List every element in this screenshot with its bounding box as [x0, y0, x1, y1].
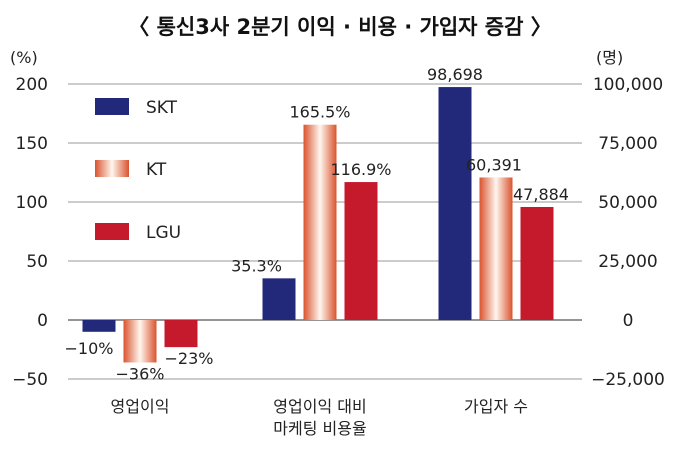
category-label: 영업이익	[111, 397, 170, 416]
bar-kt	[479, 177, 513, 320]
left-tick-label: 100	[16, 193, 48, 213]
right-tick-label: 100,000	[593, 75, 663, 95]
left-tick-label: 200	[16, 75, 48, 95]
bar-skt	[438, 87, 472, 320]
right-tick-label: −25,000	[591, 370, 665, 390]
value-label: −10%	[65, 339, 114, 358]
left-tick-label: 150	[16, 134, 48, 154]
right-tick-label: 50,000	[598, 193, 657, 213]
category-label: 영업이익 대비	[273, 397, 366, 416]
bar-skt	[262, 278, 296, 320]
bar-lgu	[344, 182, 378, 320]
value-labels: −10%−36%−23% 35.3% 165.5% 116.9% 98,698 60,39…	[65, 65, 569, 383]
left-axis-unit: (%)	[10, 48, 38, 67]
value-label: 35.3%	[231, 256, 282, 275]
value-label: 47,884	[513, 185, 569, 204]
bar-kt	[303, 124, 337, 321]
right-axis-unit: (명)	[596, 48, 623, 67]
bar-lgu	[164, 320, 198, 348]
legend-label-skt: SKT	[146, 98, 178, 118]
left-tick-label: −50	[12, 370, 48, 390]
value-label: −36%	[116, 364, 165, 383]
category-label: 마케팅 비용율	[273, 419, 366, 438]
value-label: 165.5%	[289, 103, 350, 122]
left-tick-label: 50	[26, 252, 48, 272]
bar-kt	[123, 320, 157, 363]
bar-lgu	[520, 206, 554, 320]
right-tick-label: 75,000	[598, 134, 657, 154]
legend-swatch-lgu	[95, 223, 129, 240]
legend-label-kt: KT	[146, 160, 167, 180]
chart-title: 〈 통신3사 2분기 이익 · 비용 · 가입자 증감 〉	[128, 15, 551, 39]
right-tick-label: 0	[623, 311, 634, 331]
value-label: 116.9%	[330, 160, 391, 179]
value-label: −23%	[165, 349, 214, 368]
value-label: 98,698	[427, 65, 483, 84]
value-label: 60,391	[466, 155, 522, 174]
legend-label-lgu: LGU	[146, 223, 181, 243]
left-axis-ticks: −50 0 50 100 150 200	[12, 75, 48, 390]
right-axis-ticks: −25,000 0 25,000 50,000 75,000 100,000	[591, 75, 665, 390]
legend: SKT KT LGU	[95, 98, 181, 243]
bars	[82, 87, 554, 363]
category-label: 가입자 수	[464, 397, 528, 416]
bar-skt	[82, 320, 116, 332]
legend-swatch-kt	[95, 160, 129, 177]
legend-swatch-skt	[95, 98, 129, 115]
right-tick-label: 25,000	[598, 252, 657, 272]
left-tick-label: 0	[37, 311, 48, 331]
